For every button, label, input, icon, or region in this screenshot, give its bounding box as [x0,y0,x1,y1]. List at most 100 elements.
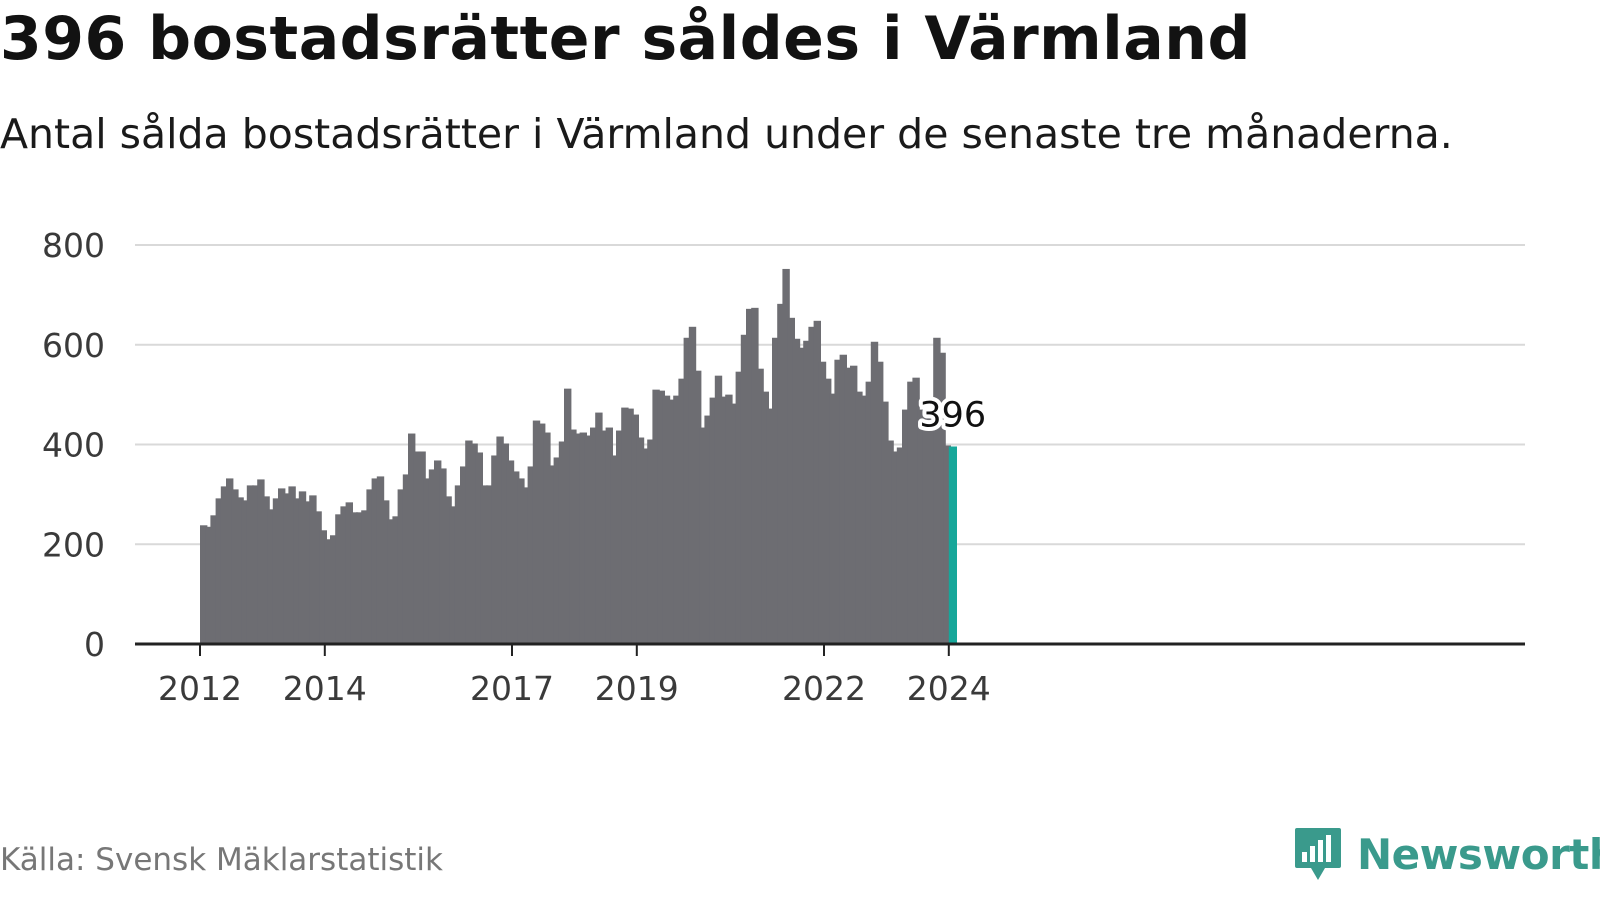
bar [205,526,213,644]
bar [428,469,437,644]
bar [418,451,426,644]
bar [865,381,873,644]
bar [220,486,229,644]
bar [673,395,681,644]
bar [761,391,769,644]
bar [798,347,806,644]
bar [408,433,416,644]
bar-chart-speech-bubble-icon [1295,828,1341,880]
bar [527,466,535,644]
y-tick-label: 0 [84,625,105,664]
bar [870,341,879,644]
bar [345,502,353,644]
bar [834,359,842,644]
bar [267,509,275,644]
bar [392,516,400,644]
bar [704,415,712,644]
y-tick-label: 400 [42,426,105,465]
bar [808,326,816,644]
bar [574,433,582,644]
bar [636,437,645,644]
bar [725,394,733,644]
bar [548,465,556,644]
bar [912,377,920,644]
chart-subtitle: Antal sålda bostadsrätter i Värmland und… [0,110,1453,158]
bar [787,317,795,644]
labels: 0 200 400 600 800 2012 2014 2017 2019 2022 2024 396… [42,226,991,708]
bar [335,514,343,644]
bar [517,478,525,644]
bar [595,412,603,644]
bar [610,455,619,644]
bar [496,436,504,644]
bar [387,519,395,644]
bar [538,423,546,644]
bar [766,408,775,644]
callout-halo: 396 [919,395,986,435]
bar [532,420,541,644]
bar [361,510,369,644]
bar [668,399,676,644]
bar [241,500,249,644]
bars [200,268,957,644]
bar [288,486,296,644]
bar [272,498,281,644]
bar [298,491,307,644]
bar [605,427,613,644]
bar [553,457,561,644]
bar [356,512,364,644]
bar [439,468,447,644]
y-tick-label: 200 [42,525,105,564]
brand-logo[interactable]: Newsworthy [1293,826,1600,882]
bar [824,378,832,644]
bar [480,485,489,644]
bar [647,439,655,644]
bar [621,407,629,644]
bar [262,496,270,644]
bar [246,485,255,644]
bar [891,451,899,644]
last-value-label: 396 [919,395,986,435]
bar [896,447,905,644]
bar [371,478,379,644]
bar [839,354,847,644]
bar [501,443,509,644]
bar [699,427,707,644]
axes [135,642,1525,656]
bar [907,381,915,644]
bar [720,396,728,644]
bar [850,365,858,644]
bar [678,378,686,644]
x-tick-label: 2022 [782,669,866,708]
bar [579,432,587,644]
bar [397,489,405,644]
bar [590,427,598,644]
bar [382,500,390,644]
bar [475,452,483,644]
bar [350,512,359,644]
bar [314,511,322,644]
bar [522,487,530,644]
bar [215,498,223,644]
bar [278,488,286,644]
bar [886,440,894,644]
bar [662,395,671,644]
bar [376,476,385,644]
bar [434,460,442,644]
bar [506,460,515,644]
bar [319,530,327,644]
bar [917,409,925,644]
x-tick-label: 2017 [470,669,554,708]
bar [694,370,702,644]
x-tick-label: 2014 [283,669,367,708]
bar [283,493,291,644]
bar [772,337,780,644]
bar [454,485,463,644]
bar [928,402,936,644]
bar [402,474,411,644]
bar [876,361,884,644]
bar [543,432,551,644]
bar [460,466,468,644]
bar [735,371,743,644]
bar [470,443,478,644]
